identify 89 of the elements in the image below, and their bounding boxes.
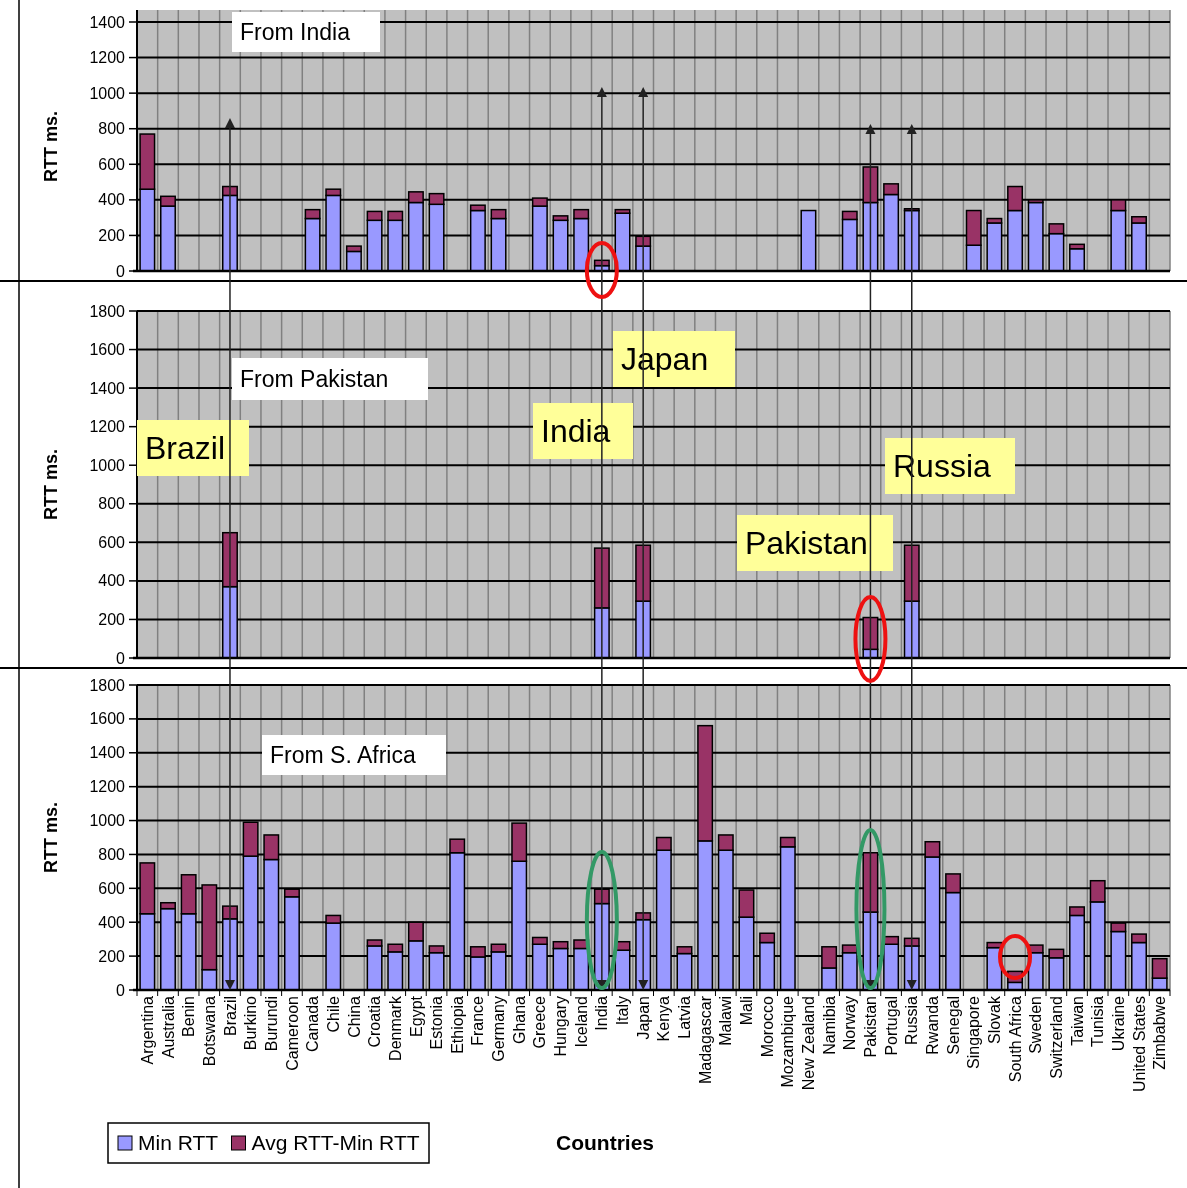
x-tick-label: Taiwan [1068, 996, 1086, 1046]
y-tick-label: 400 [98, 191, 126, 209]
annotation: Pakistan [745, 525, 868, 562]
x-tick-label: Chile [324, 995, 342, 1033]
y-tick-label: 400 [98, 913, 126, 931]
y-tick-label: 1600 [89, 341, 126, 359]
x-tick-label: Zimbabwe [1151, 995, 1169, 1070]
x-tick-label: Benin [180, 996, 198, 1037]
x-tick-label: Senegal [944, 996, 962, 1055]
x-tick-label: Singapore [965, 995, 983, 1069]
y-tick-label: 800 [98, 120, 126, 138]
x-tick-label: Russia [903, 995, 921, 1045]
y-tick-label: 800 [98, 495, 126, 513]
x-tick-label: Australia [159, 995, 177, 1059]
x-tick-label: Morocco [758, 995, 776, 1058]
y-tick-label: 1400 [89, 744, 126, 762]
y-tick-label: 200 [98, 947, 126, 965]
x-axis-title: Countries [555, 1131, 655, 1154]
y-tick-label: 600 [98, 533, 126, 551]
y-tick-label: 1400 [89, 13, 126, 31]
x-tick-label: Norway [841, 996, 859, 1051]
x-tick-label: Madagascar [696, 995, 714, 1085]
x-tick-label: United States [1130, 996, 1148, 1093]
x-tick-label: Ukraine [1109, 995, 1127, 1052]
x-tick-label: Italy [614, 996, 632, 1026]
x-tick-label: Germany [490, 996, 508, 1062]
y-tick-label: 1800 [89, 302, 126, 320]
x-tick-label: Mozambique [779, 995, 797, 1088]
x-tick-label: Mali [738, 996, 756, 1026]
x-tick-label: New Zealand [800, 996, 818, 1091]
x-tick-label: Japan [634, 996, 652, 1040]
x-tick-label: Canada [304, 995, 322, 1053]
annotation: Brazil [145, 430, 226, 467]
x-tick-label: Rwanda [924, 995, 942, 1055]
x-tick-label: India [593, 995, 611, 1031]
x-tick-label: Cameroon [283, 996, 301, 1071]
x-tick-label: Namibia [820, 995, 838, 1055]
legend-label: Avg RTT-Min RTT [251, 1131, 420, 1155]
y-tick-label: 1400 [89, 379, 126, 397]
annotation: From Pakistan [240, 366, 389, 393]
y-tick-label: 1600 [89, 710, 126, 728]
y-tick-label: 1200 [89, 418, 126, 436]
x-tick-label: Kenya [655, 995, 673, 1042]
x-tick-label: Botswana [200, 995, 218, 1067]
y-axis-title: RTT ms. [41, 448, 61, 521]
annotation: From S. Africa [270, 742, 416, 769]
x-tick-label: China [345, 995, 363, 1038]
y-tick-label: 600 [98, 155, 126, 173]
x-tick-label: Latvia [676, 995, 694, 1039]
x-tick-label: Greece [531, 995, 549, 1049]
y-tick-label: 1800 [89, 676, 126, 694]
x-tick-label: South Africa [1006, 995, 1024, 1083]
x-tick-label: Switzerland [1047, 996, 1065, 1079]
x-tick-label: Tunisia [1089, 995, 1107, 1047]
x-tick-label: Egypt [407, 995, 425, 1037]
x-tick-label: Estonia [428, 995, 446, 1050]
x-tick-label: Hungary [552, 996, 570, 1057]
y-axis-title: RTT ms. [41, 801, 61, 874]
annotation: From India [240, 19, 351, 46]
x-tick-label: Burkino [242, 995, 260, 1051]
y-tick-label: 0 [116, 649, 126, 667]
x-tick-label: Iceland [572, 996, 590, 1048]
x-tick-label: Denmark [386, 995, 404, 1061]
x-tick-label: Malawi [717, 996, 735, 1046]
y-tick-label: 0 [116, 262, 126, 280]
y-tick-label: 400 [98, 572, 126, 590]
y-tick-label: 1000 [89, 84, 126, 102]
y-tick-label: 0 [116, 981, 126, 999]
x-tick-label: Brazil [221, 996, 239, 1037]
y-tick-label: 1000 [89, 812, 126, 830]
y-tick-label: 800 [98, 846, 126, 864]
x-tick-label: France [469, 995, 487, 1046]
y-tick-label: 600 [98, 879, 126, 897]
y-tick-label: 200 [98, 611, 126, 629]
x-tick-label: Ethiopia [448, 995, 466, 1054]
y-tick-label: 1200 [89, 778, 126, 796]
x-tick-label: Ghana [510, 995, 528, 1045]
x-tick-label: Croatia [366, 995, 384, 1048]
y-tick-label: 200 [98, 227, 126, 245]
x-tick-label: Portugal [882, 996, 900, 1056]
x-tick-label: Burundi [262, 996, 280, 1052]
y-tick-label: 1000 [89, 456, 126, 474]
y-axis-title: RTT ms. [41, 110, 61, 183]
y-tick-label: 1200 [89, 49, 126, 67]
legend-label: Min RTT [138, 1131, 219, 1155]
x-tick-label: Pakistan [862, 996, 880, 1058]
x-tick-label: Slovak [985, 995, 1003, 1045]
x-tick-label: Argentina [138, 995, 156, 1065]
x-tick-label: Sweden [1027, 996, 1045, 1054]
